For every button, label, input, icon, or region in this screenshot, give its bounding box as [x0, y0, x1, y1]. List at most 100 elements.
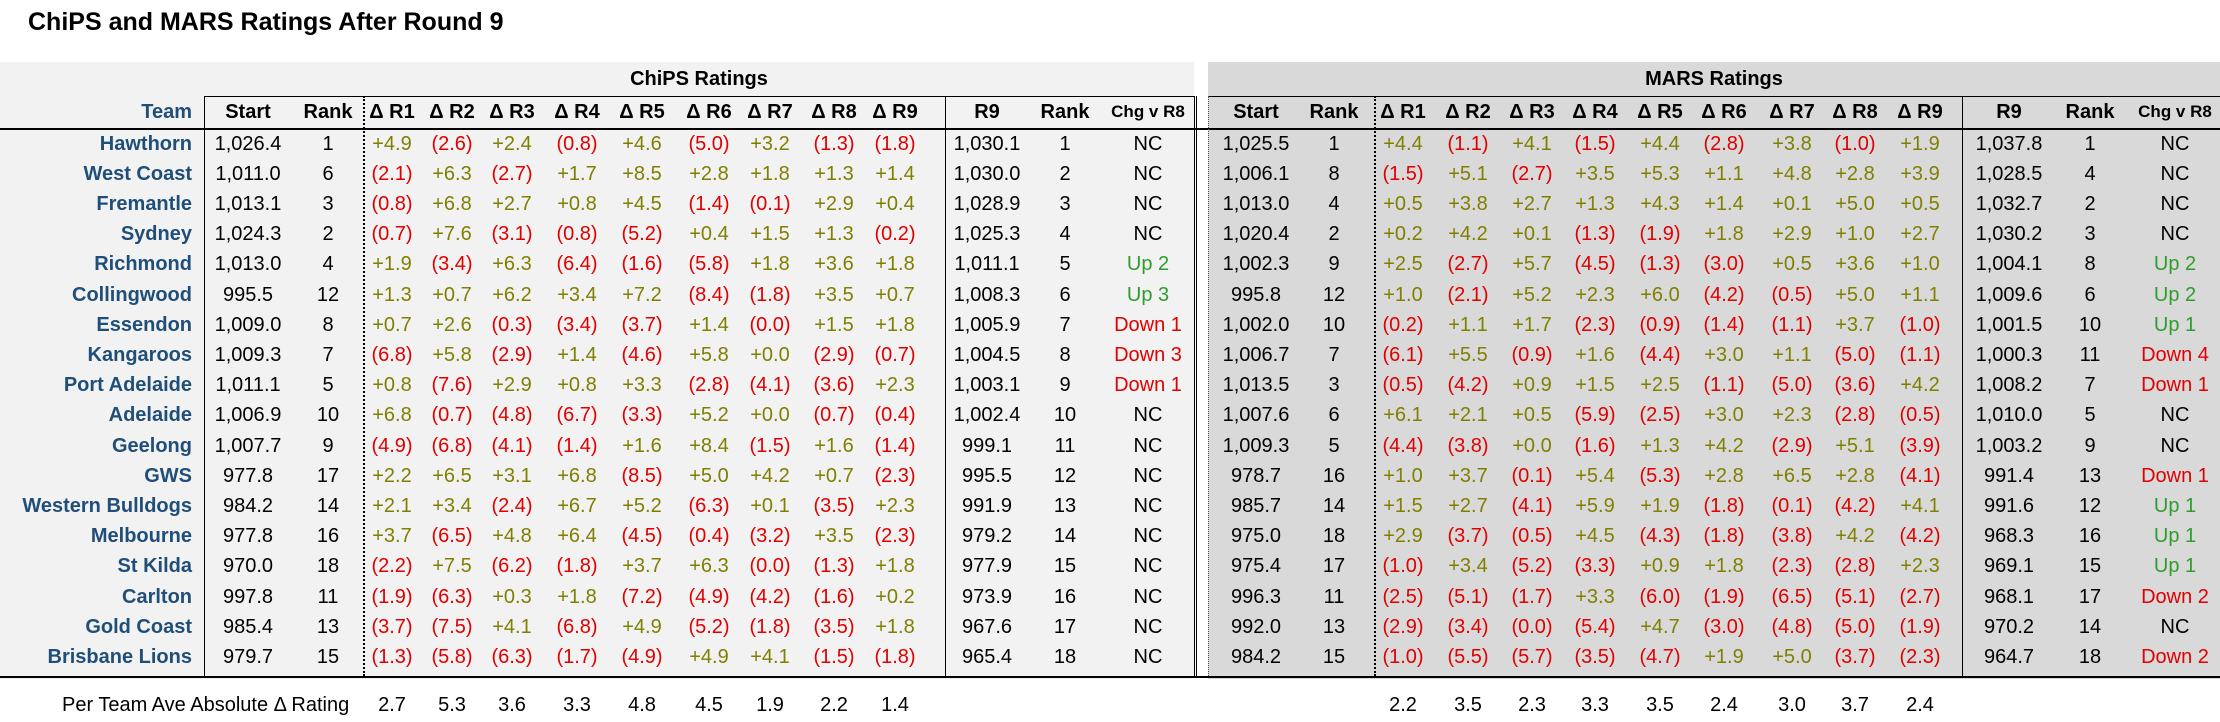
chips-cell: 2 [1059, 162, 1071, 185]
mars-cell: (1.9) [1899, 615, 1941, 638]
chips-cell: 18 [1053, 645, 1077, 668]
mars-cell: Down 2 [2141, 585, 2209, 608]
mars-cell: (3.8) [1447, 434, 1489, 457]
chips-cell: 1,028.9 [953, 192, 1021, 215]
mars-group-header: MARS Ratings [1645, 67, 1783, 90]
chips-cell: 1,013.1 [214, 192, 282, 215]
mars-cell: +6.5 [1772, 464, 1812, 487]
mars-cell: (5.3) [1639, 464, 1681, 487]
team-name: Richmond [94, 253, 192, 276]
chips-header-cell: Δ R6 [686, 100, 732, 123]
chips-cell: 10 [316, 404, 340, 427]
mars-cell: (4.1) [1511, 494, 1553, 517]
mars-cell: +4.2 [1704, 434, 1744, 457]
chips-cell: (3.4) [556, 313, 598, 336]
chips-cell: (1.4) [874, 434, 916, 457]
chips-average: 4.8 [628, 693, 656, 716]
team-name: St Kilda [117, 555, 192, 578]
chips-cell: +3.5 [814, 283, 854, 306]
chips-cell: 10 [1053, 404, 1077, 427]
team-name: Fremantle [96, 192, 192, 215]
chips-cell: 970.0 [222, 555, 274, 578]
chips-cell: (3.2) [749, 525, 791, 548]
mars-cell: 991.4 [1983, 464, 2035, 487]
team-column-background [0, 62, 204, 679]
chips-header-cell: Δ R3 [489, 100, 535, 123]
chips-cell: +6.8 [372, 404, 412, 427]
chips-cell: 1,030.1 [953, 132, 1021, 155]
chips-cell: +2.2 [372, 464, 412, 487]
team-name: Essendon [96, 313, 192, 336]
mars-header-cell: R9 [1996, 100, 2022, 123]
mars-cell: +3.3 [1575, 585, 1615, 608]
mars-cell: 18 [1322, 525, 1346, 548]
chips-cell: 1,008.3 [953, 283, 1021, 306]
mars-cell: 1,006.7 [1222, 343, 1290, 366]
chips-cell: +1.4 [557, 343, 597, 366]
mars-cell: +5.0 [1835, 192, 1875, 215]
mars-cell: +5.5 [1448, 343, 1488, 366]
mars-cell: 5 [2084, 404, 2096, 427]
chips-cell: (2.8) [688, 374, 730, 397]
mars-cell: +3.5 [1575, 162, 1615, 185]
chips-cell: +5.2 [622, 494, 662, 517]
team-name: Gold Coast [85, 615, 192, 638]
mars-cell: 3 [2084, 223, 2096, 246]
mars-cell: NC [2160, 162, 2190, 185]
chips-cell: +2.4 [492, 132, 532, 155]
chips-cell: Up 2 [1126, 253, 1170, 276]
mars-cell: NC [2160, 615, 2190, 638]
chips-cell: 13 [316, 615, 340, 638]
chips-cell: +3.6 [814, 253, 854, 276]
mars-cell: +1.8 [1704, 555, 1744, 578]
table-row: Kangaroos 1,009.3 7 (6.8) +5.8 (2.9) +1.4 (4.6)… [0, 340, 2220, 370]
chips-cell: (3.4) [431, 253, 473, 276]
mars-cell: 14 [2078, 615, 2102, 638]
chips-cell: (5.2) [621, 223, 663, 246]
chips-cell: 979.2 [961, 525, 1013, 548]
mars-cell: +6.0 [1640, 283, 1680, 306]
chips-cell: +1.3 [814, 223, 854, 246]
mars-cell: (4.3) [1639, 525, 1681, 548]
table-row: Western Bulldogs 984.2 14 +2.1 +3.4 (2.4) +6.7… [0, 491, 2220, 521]
mars-cell: (2.5) [1382, 585, 1424, 608]
mars-cell: +0.1 [1512, 223, 1552, 246]
mars-cell: (3.3) [1574, 555, 1616, 578]
chips-cell: NC [1133, 494, 1163, 517]
mars-cell: (1.6) [1574, 434, 1616, 457]
mars-cell: (2.9) [1382, 615, 1424, 638]
chips-cell: (4.1) [491, 434, 533, 457]
mars-cell: +2.7 [1448, 494, 1488, 517]
team-name: Kangaroos [87, 343, 192, 366]
mars-cell: 975.0 [1230, 525, 1282, 548]
mars-cell: (0.2) [1382, 313, 1424, 336]
mars-cell: +4.2 [1448, 223, 1488, 246]
mars-average: 3.3 [1581, 693, 1609, 716]
mars-cell: (4.4) [1382, 434, 1424, 457]
mars-cell: +4.2 [1900, 374, 1940, 397]
mars-cell: 985.7 [1230, 494, 1282, 517]
mars-cell: 1,001.5 [1975, 313, 2043, 336]
chips-cell: (7.2) [621, 585, 663, 608]
chips-group-header: ChiPS Ratings [630, 67, 768, 90]
chips-cell: (0.4) [874, 404, 916, 427]
mars-cell: 1,025.5 [1222, 132, 1290, 155]
mars-header-cell: Rank [2065, 100, 2115, 123]
chips-cell: +0.4 [875, 192, 915, 215]
mars-cell: 16 [1322, 464, 1346, 487]
mars-cell: +0.2 [1383, 223, 1423, 246]
mars-header-cell: Δ R4 [1572, 100, 1618, 123]
mars-cell: 9 [2084, 434, 2096, 457]
mars-cell: (4.2) [1899, 525, 1941, 548]
chips-cell: +4.9 [622, 615, 662, 638]
chips-cell: 995.5 [222, 283, 274, 306]
mars-header-cell: Δ R6 [1701, 100, 1747, 123]
chips-cell: 985.4 [222, 615, 274, 638]
mars-cell: +1.5 [1383, 494, 1423, 517]
mars-cell: 996.3 [1230, 585, 1282, 608]
team-name: Hawthorn [99, 132, 192, 155]
mars-cell: NC [2160, 223, 2190, 246]
mars-average: 3.5 [1646, 693, 1674, 716]
chips-cell: 995.5 [961, 464, 1013, 487]
mars-header-cell: Δ R1 [1380, 100, 1426, 123]
